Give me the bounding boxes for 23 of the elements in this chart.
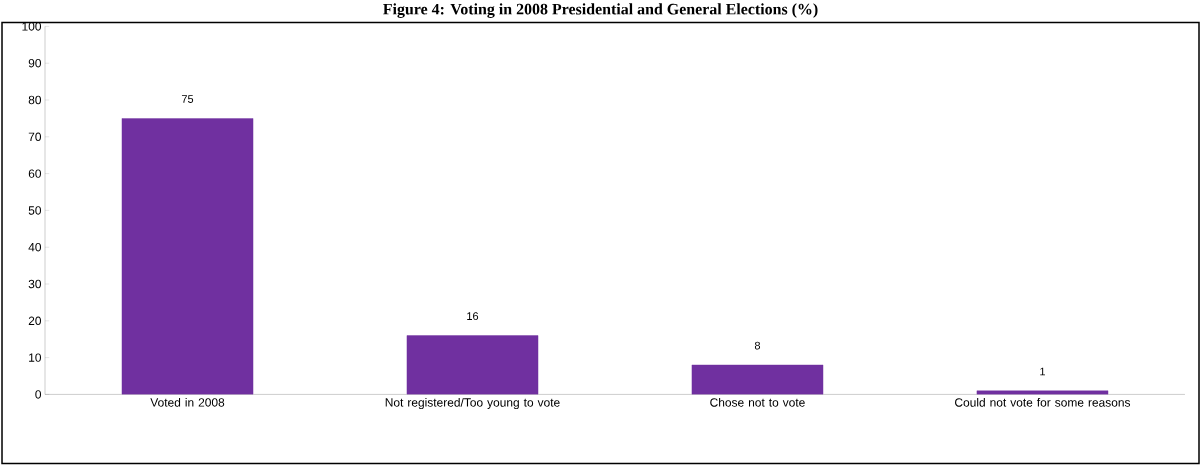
y-tick-label: 20 <box>28 316 42 325</box>
bar <box>691 364 824 395</box>
y-tick-label: 40 <box>28 242 42 252</box>
y-tick-label: 0 <box>35 389 42 399</box>
chart-title: Figure 4: Voting in 2008 Presidential and General Elections (%) <box>383 3 818 18</box>
data-label: 1 <box>1040 367 1045 375</box>
bar <box>406 335 539 395</box>
y-tick-label: 80 <box>28 95 42 105</box>
x-tick-label: Could not vote for some reasons <box>955 397 1131 407</box>
y-tick-label: 30 <box>28 279 42 289</box>
y-tick-label: 60 <box>28 169 42 178</box>
x-tick-label: Voted in 2008 <box>150 397 225 407</box>
y-tick-label: 90 <box>28 58 42 68</box>
data-label: 75 <box>181 95 194 103</box>
data-label: 8 <box>754 341 761 350</box>
y-tick-label: 10 <box>29 353 42 362</box>
x-tick-label: Not registered/Too young to vote <box>385 397 560 409</box>
y-tick-label: 50 <box>28 205 42 215</box>
bar <box>121 118 254 395</box>
y-tick-label: 70 <box>28 132 42 141</box>
data-label: 16 <box>467 312 479 320</box>
bar <box>976 390 1109 395</box>
x-tick-label: Chose not to vote <box>710 397 805 407</box>
